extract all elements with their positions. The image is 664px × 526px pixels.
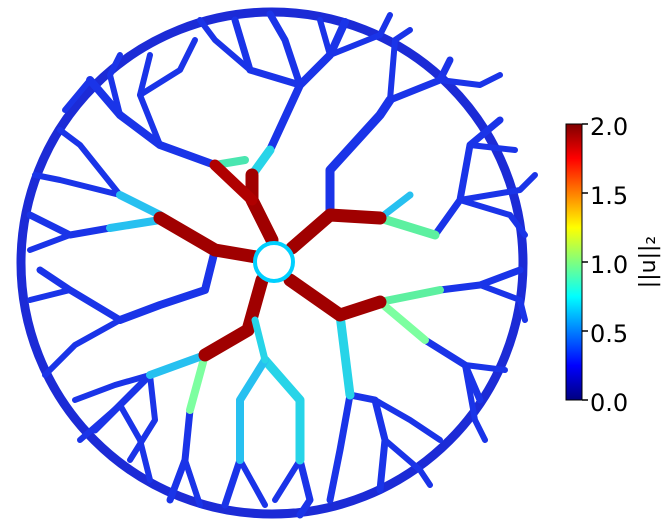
colorbar-tick-label: 2.0 xyxy=(590,113,628,141)
colorbar-title: ||u||₂ xyxy=(636,236,661,288)
colorbar-gradient xyxy=(565,123,583,401)
outer-branches xyxy=(26,10,538,519)
middle-branches xyxy=(106,145,444,465)
colorbar-ticks xyxy=(582,123,588,401)
colorbar-tick-label: 1.5 xyxy=(590,182,628,210)
colorbar: 0.0 0.5 1.0 1.5 2.0 ||u||₂ xyxy=(565,113,661,417)
colorbar-tick-label: 0.5 xyxy=(590,320,628,348)
flow-network-diagram xyxy=(16,7,538,519)
center-inlet xyxy=(253,241,295,283)
colorbar-tick-label: 1.0 xyxy=(590,251,628,279)
colorbar-tick-label: 0.0 xyxy=(590,389,628,417)
main-trunk xyxy=(153,159,387,364)
